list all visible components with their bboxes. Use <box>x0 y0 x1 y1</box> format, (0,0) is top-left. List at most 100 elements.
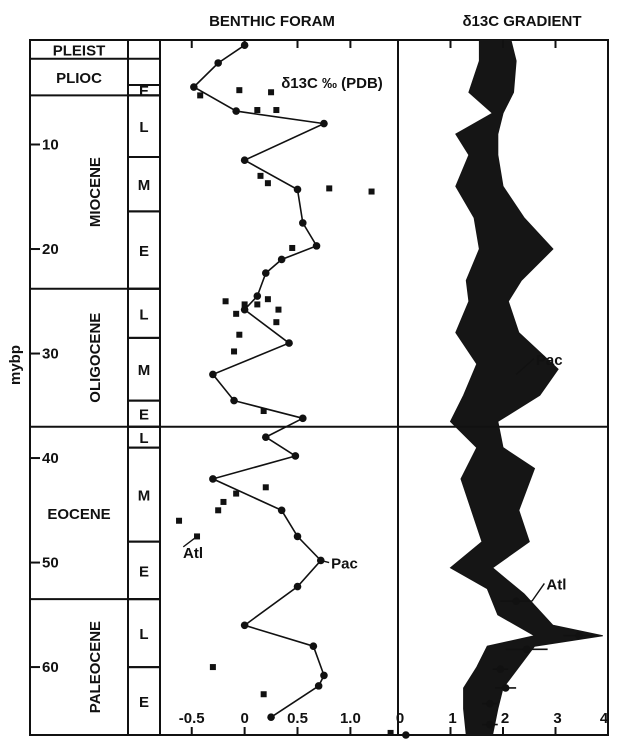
series-line-pac <box>192 44 327 718</box>
data-point-atl <box>233 310 240 317</box>
atl-data-point <box>501 684 510 692</box>
x-tick-label: 4 <box>600 710 609 727</box>
epoch-label: PALEOCENE <box>87 621 104 713</box>
data-point-pac <box>240 41 249 50</box>
data-point-atl <box>368 188 375 195</box>
data-point-atl <box>273 319 280 326</box>
x-tick-label: 1.0 <box>340 710 361 727</box>
data-point-pac <box>232 107 240 115</box>
data-point-pac <box>261 433 270 441</box>
x-tick-label: 3 <box>553 710 561 727</box>
atl-data-point <box>575 631 583 640</box>
x-tick-label: -0.5 <box>179 710 205 727</box>
data-point-atl <box>254 301 261 308</box>
gradient-panel: 0 1 2 3 4 Pac Atl <box>160 39 609 739</box>
data-point-pac <box>299 414 307 423</box>
sub-epoch-label: L <box>139 430 148 447</box>
gradient-title: δ13C GRADIENT <box>462 13 581 30</box>
y-tick-label: 60 <box>42 659 59 676</box>
sub-epoch-label: E <box>139 407 149 424</box>
x-tick-label: 0 <box>396 710 404 727</box>
benthic-foram-panel: -0.5 0 0.5 1.0 Pac Atl <box>159 39 399 736</box>
data-point-pac <box>277 506 286 515</box>
data-point-pac <box>291 452 300 460</box>
sub-epoch-label: E <box>139 694 149 711</box>
atl-leader <box>531 583 545 602</box>
series-label: Atl <box>183 545 203 562</box>
y-tick-label: 50 <box>42 555 59 572</box>
x-tick-label: 1 <box>448 710 456 727</box>
data-point-atl <box>236 87 243 94</box>
data-point-pac <box>320 671 328 680</box>
y-axis-label: mybp <box>7 345 24 385</box>
data-point-pac <box>320 119 328 128</box>
epoch-label: PLEIST <box>53 42 106 59</box>
y-tick-label: 40 <box>42 450 59 467</box>
data-point-pac <box>312 242 321 250</box>
data-point-pac <box>240 156 249 164</box>
data-point-pac <box>277 255 286 264</box>
data-point-pac <box>293 532 302 541</box>
sub-epoch-label: M <box>138 362 151 379</box>
data-point-atl <box>231 348 238 355</box>
benthic-title: BENTHIC FORAM <box>209 13 335 30</box>
data-point-pac <box>293 582 302 591</box>
data-point-atl <box>260 408 267 415</box>
data-point-atl <box>289 244 296 251</box>
sub-epoch-label: L <box>139 306 148 323</box>
data-point-pac <box>214 59 222 67</box>
atl-data-point <box>522 645 531 654</box>
x-tick-label: 0 <box>240 710 248 727</box>
data-point-atl <box>222 298 229 305</box>
atl-data-point <box>512 597 520 606</box>
sub-epoch-label: E <box>139 243 149 260</box>
sub-epoch-label: E <box>139 563 149 580</box>
data-point-pac <box>309 642 318 650</box>
data-point-atl <box>236 331 243 338</box>
sub-epoch-label: M <box>138 177 151 194</box>
data-point-pac <box>253 292 262 300</box>
data-point-atl <box>268 89 275 96</box>
data-point-atl <box>176 517 183 524</box>
data-point-pac <box>240 305 249 314</box>
sub-epoch-label: L <box>139 626 148 643</box>
data-point-pac <box>209 370 217 379</box>
atl-data-point <box>486 699 494 708</box>
data-point-pac <box>314 682 323 690</box>
pac-leader <box>515 358 535 375</box>
data-point-atl <box>326 185 333 192</box>
stratigraphy-column: PLEIST PLIOC E MIOCENE L M E OLIGOCENE L M E EOCENE… <box>29 39 161 736</box>
data-point-atl <box>264 296 271 303</box>
epoch-label: OLIGOCENE <box>87 313 104 403</box>
data-point-atl <box>387 729 394 736</box>
epoch-label: MIOCENE <box>87 157 104 227</box>
data-point-pac <box>190 83 198 91</box>
data-point-atl <box>260 691 267 698</box>
pac-leader <box>320 559 330 564</box>
data-point-atl <box>241 301 248 308</box>
sub-epoch-label: L <box>139 119 148 136</box>
series-label: Atl <box>546 576 566 593</box>
data-point-pac <box>261 269 270 277</box>
x-tick-label: 2 <box>501 710 509 727</box>
series-label: Pac <box>331 556 358 573</box>
atl-data-point <box>486 720 494 729</box>
data-point-pac <box>267 713 275 722</box>
data-point-atl <box>233 490 240 497</box>
atl-data-point <box>496 665 505 673</box>
data-point-atl <box>275 306 282 313</box>
y-tick-label: 20 <box>42 241 59 258</box>
epoch-label: PLIOC <box>56 70 102 87</box>
series-label: Pac <box>536 352 563 369</box>
epoch-label: EOCENE <box>47 506 110 523</box>
data-point-atl <box>254 107 261 114</box>
data-point-atl <box>215 507 222 514</box>
data-point-atl <box>197 92 204 99</box>
atl-data-point <box>402 731 410 739</box>
data-point-pac <box>299 219 307 227</box>
data-point-atl <box>220 498 227 505</box>
sub-epoch-label: E <box>139 83 149 100</box>
benthic-unit-annotation: δ13C ‰ (PDB) <box>281 75 383 92</box>
data-point-atl <box>262 484 269 491</box>
